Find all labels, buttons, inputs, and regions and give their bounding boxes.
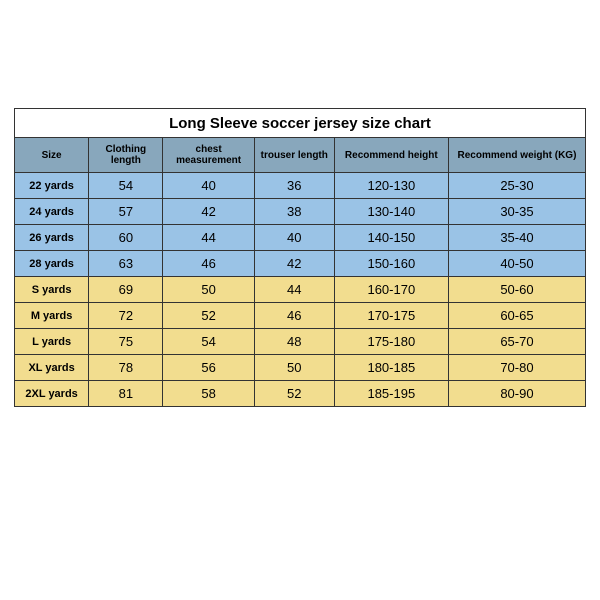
cell-clothing_length: 63 (89, 251, 163, 277)
cell-weight: 50-60 (448, 277, 585, 303)
cell-chest: 44 (163, 225, 254, 251)
cell-size: 28 yards (15, 251, 89, 277)
cell-chest: 42 (163, 199, 254, 225)
table-row: 22 yards544036120-13025-30 (15, 173, 586, 199)
cell-height: 150-160 (334, 251, 448, 277)
col-trouser: trouser length (254, 138, 334, 173)
cell-clothing_length: 54 (89, 173, 163, 199)
cell-trouser: 36 (254, 173, 334, 199)
cell-weight: 65-70 (448, 329, 585, 355)
cell-chest: 58 (163, 381, 254, 407)
cell-clothing_length: 60 (89, 225, 163, 251)
cell-height: 130-140 (334, 199, 448, 225)
table-row: 28 yards634642150-16040-50 (15, 251, 586, 277)
table-row: 26 yards604440140-15035-40 (15, 225, 586, 251)
cell-clothing_length: 69 (89, 277, 163, 303)
cell-height: 140-150 (334, 225, 448, 251)
table-row: L yards755448175-18065-70 (15, 329, 586, 355)
cell-trouser: 40 (254, 225, 334, 251)
cell-trouser: 42 (254, 251, 334, 277)
cell-trouser: 44 (254, 277, 334, 303)
col-size: Size (15, 138, 89, 173)
chart-title: Long Sleeve soccer jersey size chart (14, 108, 586, 137)
cell-size: 26 yards (15, 225, 89, 251)
cell-weight: 40-50 (448, 251, 585, 277)
cell-size: M yards (15, 303, 89, 329)
cell-height: 180-185 (334, 355, 448, 381)
cell-trouser: 50 (254, 355, 334, 381)
cell-size: 24 yards (15, 199, 89, 225)
cell-height: 175-180 (334, 329, 448, 355)
cell-clothing_length: 57 (89, 199, 163, 225)
cell-size: S yards (15, 277, 89, 303)
cell-size: L yards (15, 329, 89, 355)
table-row: 24 yards574238130-14030-35 (15, 199, 586, 225)
col-clothing-length: Clothing length (89, 138, 163, 173)
cell-weight: 80-90 (448, 381, 585, 407)
table-row: S yards695044160-17050-60 (15, 277, 586, 303)
cell-chest: 46 (163, 251, 254, 277)
table-row: M yards725246170-17560-65 (15, 303, 586, 329)
col-chest: chest measurement (163, 138, 254, 173)
cell-chest: 56 (163, 355, 254, 381)
cell-clothing_length: 78 (89, 355, 163, 381)
cell-chest: 54 (163, 329, 254, 355)
cell-weight: 70-80 (448, 355, 585, 381)
cell-clothing_length: 81 (89, 381, 163, 407)
table-row: 2XL yards815852185-19580-90 (15, 381, 586, 407)
cell-trouser: 46 (254, 303, 334, 329)
cell-chest: 52 (163, 303, 254, 329)
cell-size: 2XL yards (15, 381, 89, 407)
cell-chest: 50 (163, 277, 254, 303)
cell-height: 170-175 (334, 303, 448, 329)
cell-size: 22 yards (15, 173, 89, 199)
cell-trouser: 48 (254, 329, 334, 355)
cell-height: 160-170 (334, 277, 448, 303)
col-height: Recommend height (334, 138, 448, 173)
table-header: Size Clothing length chest measurement t… (15, 138, 586, 173)
table-row: XL yards785650180-18570-80 (15, 355, 586, 381)
size-chart-container: Long Sleeve soccer jersey size chart Siz… (0, 0, 600, 407)
cell-weight: 60-65 (448, 303, 585, 329)
cell-weight: 25-30 (448, 173, 585, 199)
cell-trouser: 52 (254, 381, 334, 407)
cell-height: 185-195 (334, 381, 448, 407)
cell-weight: 30-35 (448, 199, 585, 225)
cell-weight: 35-40 (448, 225, 585, 251)
cell-chest: 40 (163, 173, 254, 199)
size-table: Size Clothing length chest measurement t… (14, 137, 586, 407)
cell-trouser: 38 (254, 199, 334, 225)
cell-size: XL yards (15, 355, 89, 381)
col-weight: Recommend weight (KG) (448, 138, 585, 173)
cell-clothing_length: 72 (89, 303, 163, 329)
cell-clothing_length: 75 (89, 329, 163, 355)
table-body: 22 yards544036120-13025-3024 yards574238… (15, 173, 586, 407)
cell-height: 120-130 (334, 173, 448, 199)
